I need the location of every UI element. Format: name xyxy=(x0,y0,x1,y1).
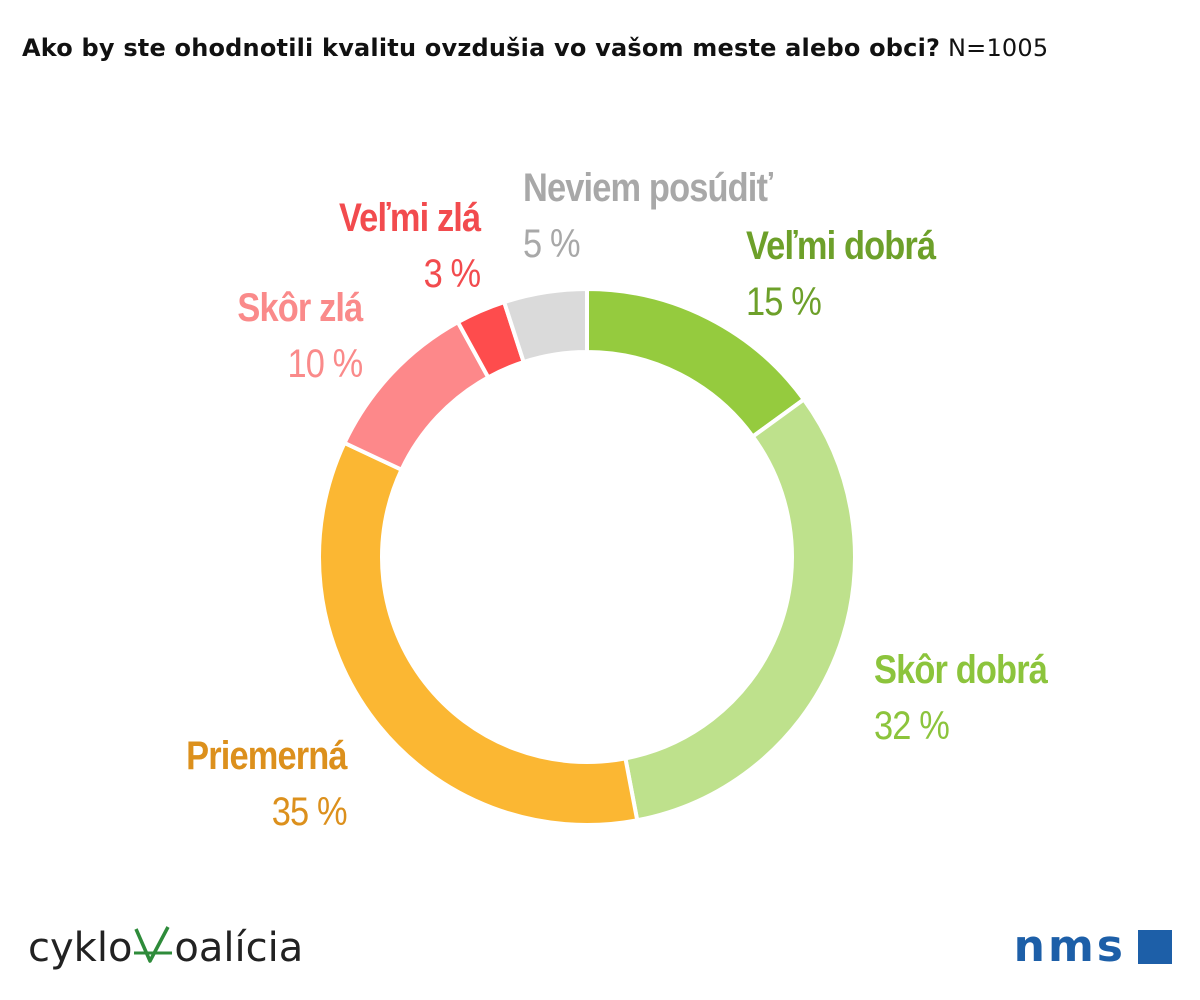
donut-slice xyxy=(341,319,491,473)
slice-label-value: 35 % xyxy=(272,790,348,834)
slice-label-value: 10 % xyxy=(287,342,363,386)
chart-title: Ako by ste ohodnotili kvalitu ovzdušia v… xyxy=(22,34,1192,62)
sample-size: N=1005 xyxy=(947,34,1049,62)
chart-question: Ako by ste ohodnotili kvalitu ovzdušia v… xyxy=(22,34,941,62)
slice-label: Veľmi zlá 3 % xyxy=(338,190,481,302)
nms-logo: nms xyxy=(1014,922,1172,972)
slice-label: Neviem posúdiť 5 % xyxy=(523,160,773,272)
slice-label: Skôr zlá 10 % xyxy=(236,280,363,392)
donut-slice xyxy=(501,286,589,365)
slice-label-name: Skôr zlá xyxy=(236,286,363,330)
slice-label: Priemerná 35 % xyxy=(186,728,347,840)
cyklokoalicia-logo: cyklo oalícia xyxy=(28,925,304,971)
slice-label-value: 15 % xyxy=(746,280,822,324)
slice-label-name: Veľmi zlá xyxy=(338,196,481,240)
slice-label-value: 5 % xyxy=(523,222,581,266)
slice-label-name: Neviem posúdiť xyxy=(523,166,773,210)
slice-label: Skôr dobrá 32 % xyxy=(874,642,1048,754)
slice-label-value: 3 % xyxy=(423,252,481,296)
slice-label-name: Veľmi dobrá xyxy=(746,224,936,268)
slice-label: Veľmi dobrá 15 % xyxy=(746,218,936,330)
slice-label-name: Skôr dobrá xyxy=(874,648,1048,692)
square-icon xyxy=(1138,930,1172,964)
slice-label-value: 32 % xyxy=(874,704,950,748)
bike-checkmark-icon xyxy=(134,926,173,963)
slice-label-name: Priemerná xyxy=(186,734,347,778)
donut-slice xyxy=(623,396,857,823)
donut-slice xyxy=(317,440,640,827)
